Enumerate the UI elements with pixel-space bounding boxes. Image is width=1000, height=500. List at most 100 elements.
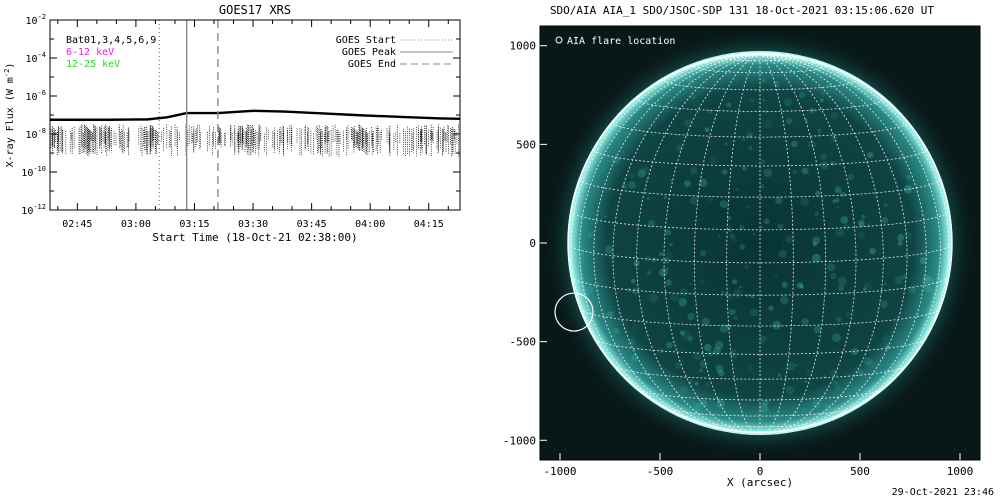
grid-line [759, 54, 794, 433]
texture-dot [759, 403, 768, 413]
texture-dot [811, 307, 815, 311]
texture-dot [785, 235, 794, 244]
texture-dot [744, 264, 749, 270]
goes-xrs-plot: GOES17 XRS 02:45 03:00 03:15 03:30 03:45 04:0… [3, 3, 461, 244]
texture-dot [903, 184, 913, 194]
texture-dot [708, 155, 718, 165]
texture-dot [822, 375, 828, 380]
texture-dot [730, 353, 737, 360]
texture-dot [763, 120, 773, 129]
texture-dot [670, 292, 680, 302]
texture-dot [742, 166, 747, 171]
annotation-6-12kev: 6-12 keV [66, 47, 114, 58]
texture-dot [716, 399, 725, 408]
texture-dot [813, 325, 822, 334]
texture-dot [819, 98, 824, 103]
texture-dot [822, 92, 825, 95]
grid-line [594, 338, 926, 355]
texture-dot [819, 153, 827, 161]
texture-dot [658, 252, 664, 257]
aia-x-tick-label: 1000 [947, 465, 974, 478]
texture-dot [631, 288, 639, 295]
texture-dot [604, 245, 614, 254]
texture-dot [794, 363, 798, 368]
texture-dot [628, 180, 636, 189]
texture-dot [696, 409, 700, 412]
grid-line [636, 54, 761, 432]
texture-dot [669, 178, 673, 182]
texture-dot [733, 288, 742, 298]
texture-dot [799, 284, 805, 289]
texture-dot [683, 180, 691, 188]
texture-dot [658, 268, 668, 277]
texture-dot [847, 173, 855, 181]
texture-dot [739, 244, 746, 251]
texture-dot [745, 129, 754, 138]
texture-dot [730, 349, 738, 357]
texture-dot [647, 271, 651, 275]
texture-dot [704, 127, 710, 133]
texture-dot [699, 399, 708, 407]
texture-dot [753, 233, 756, 236]
texture-dot [792, 170, 797, 175]
texture-dot [807, 140, 817, 149]
texture-dot [759, 335, 767, 343]
texture-dot [679, 330, 685, 336]
texture-dot [678, 297, 688, 307]
texture-dot [611, 155, 620, 164]
y-axis-ticks: 10-2 10-4 10-6 10-8 10-10 10-12 [21, 13, 460, 217]
grid-line [593, 54, 761, 430]
texture-dot [838, 285, 844, 292]
texture-dot [631, 353, 640, 362]
texture-dot [663, 195, 667, 200]
texture-dot [791, 140, 798, 148]
texture-dot [761, 416, 766, 422]
texture-dot [733, 315, 738, 321]
texture-dot [883, 203, 888, 208]
x-tick-label: 04:00 [355, 219, 385, 230]
aia-x-tick-label: 500 [850, 465, 870, 478]
texture-dot [858, 220, 865, 228]
texture-dot [894, 275, 904, 285]
texture-dot [586, 232, 592, 238]
texture-dot [760, 225, 763, 228]
texture-dot [858, 218, 865, 226]
texture-dot [649, 293, 659, 303]
texture-dot [834, 197, 840, 203]
texture-dot [580, 251, 585, 256]
texture-dot [666, 249, 670, 253]
texture-dot [694, 402, 702, 411]
texture-dot [719, 200, 728, 209]
flare-legend-marker [555, 36, 563, 44]
texture-dot [775, 196, 783, 204]
texture-dot [863, 94, 872, 103]
texture-dot [577, 253, 586, 263]
aia-x-tick-label: 0 [757, 465, 764, 478]
texture-dot [786, 361, 795, 371]
texture-dot [830, 161, 835, 166]
grid-line [759, 54, 884, 432]
texture-dot [588, 231, 595, 238]
texture-dot [748, 146, 753, 151]
texture-dot [676, 134, 679, 137]
texture-dot [665, 279, 672, 286]
annotation-detectors: Bat01,3,4,5,6,9 [66, 35, 156, 46]
texture-dot [679, 287, 689, 297]
grid-line [726, 54, 761, 433]
texture-dot [721, 169, 728, 176]
texture-dot [783, 98, 792, 107]
texture-dot [728, 225, 731, 229]
texture-dot [666, 341, 673, 349]
texture-dot [637, 169, 646, 178]
texture-dot [857, 231, 866, 239]
grid-line [759, 54, 941, 425]
texture-dot [630, 278, 636, 284]
texture-dot [832, 199, 836, 204]
texture-dot [897, 234, 905, 242]
grid-line [579, 54, 761, 425]
texture-dot [731, 235, 737, 242]
aia-title: SDO/AIA AIA_1 SDO/JSOC-SDP 131 18-Oct-20… [550, 4, 934, 17]
texture-dot [762, 408, 771, 417]
texture-dot [764, 109, 768, 113]
texture-dot [781, 281, 788, 288]
